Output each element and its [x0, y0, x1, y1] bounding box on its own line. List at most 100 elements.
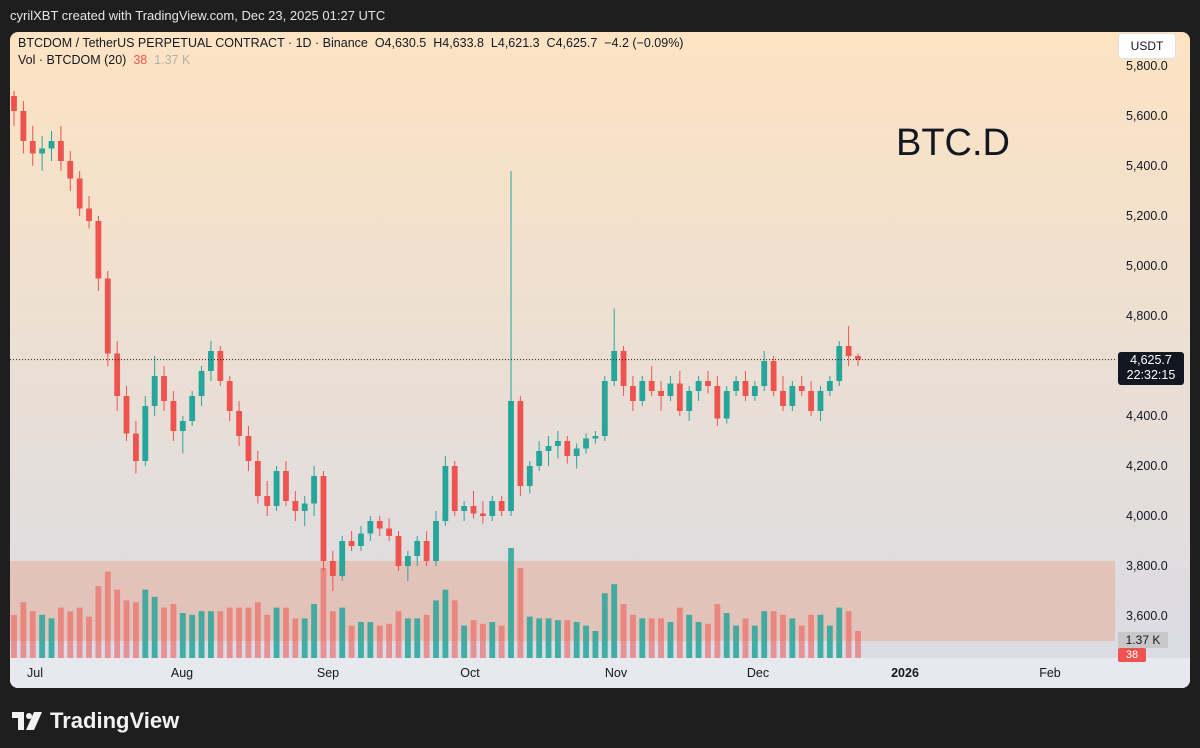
volume-bar — [151, 596, 158, 658]
candle — [86, 196, 92, 229]
time-tick-label: Jul — [27, 666, 43, 680]
volume-bar — [808, 614, 815, 658]
volume-bar — [376, 625, 383, 658]
candle-body — [630, 386, 636, 401]
footer: TradingView — [0, 688, 1200, 748]
last-price-tag: 4,625.7 22:32:15 — [1118, 352, 1184, 385]
candle — [170, 391, 177, 441]
candle-body — [273, 471, 280, 506]
candle — [189, 391, 196, 426]
volume-bar — [329, 611, 336, 658]
attribution-text: cyrilXBT created with TradingView.com, D… — [10, 8, 386, 23]
candle — [855, 353, 861, 366]
volume-bar — [798, 625, 805, 658]
price-tick-label: 5,000.0 — [1126, 259, 1168, 273]
candle — [451, 461, 458, 516]
candle — [311, 466, 317, 516]
volume-bar — [433, 600, 439, 658]
volume-bar — [620, 604, 627, 658]
volume-bar — [39, 614, 46, 658]
volume-bar — [142, 589, 149, 658]
candle-body — [686, 391, 693, 411]
volume-bar — [601, 593, 608, 658]
volume-bar — [667, 622, 674, 658]
symbol-name: BTCDOM / TetherUS PERPETUAL CONTRACT · 1… — [18, 36, 368, 50]
candle-body — [208, 351, 214, 371]
candle — [348, 531, 355, 551]
candle — [254, 451, 261, 504]
candle — [208, 341, 214, 381]
candle-body — [479, 513, 486, 516]
candle — [123, 386, 130, 441]
candle — [845, 326, 852, 366]
volume-bar — [536, 618, 543, 658]
candle — [508, 171, 514, 516]
candle-body — [29, 141, 36, 154]
candle — [798, 376, 805, 396]
price-tick-label: 5,600.0 — [1126, 109, 1168, 123]
volume-bar — [86, 616, 92, 658]
volume-bar — [367, 622, 374, 658]
volume-bar — [770, 611, 777, 658]
chart-background — [10, 32, 1190, 688]
candle-body — [358, 533, 364, 546]
candle-body — [189, 396, 196, 421]
volume-bar — [283, 607, 289, 658]
volume-bar — [780, 614, 786, 658]
volume-bar — [311, 604, 317, 658]
candle — [20, 101, 27, 154]
volume-bar — [695, 622, 702, 658]
candle — [705, 371, 711, 394]
candle-body — [198, 371, 205, 396]
volume-bar — [789, 618, 796, 658]
volume-bar — [630, 614, 636, 658]
candle — [573, 443, 580, 469]
candle — [808, 381, 815, 416]
candle-body — [836, 346, 843, 381]
volume-bar — [517, 568, 524, 658]
volume-bar — [348, 625, 355, 658]
candle-body — [667, 383, 674, 396]
volume-legend: Vol · BTCDOM (20) 38 1.37 K — [18, 53, 190, 67]
candle — [564, 436, 571, 464]
tradingview-logo[interactable]: TradingView — [12, 708, 179, 734]
chart-frame[interactable]: 5,800.0 5,600.0 5,400.0 5,200.0 5,000.0 4,800… — [10, 32, 1190, 688]
volume-bar — [611, 584, 618, 658]
candle — [536, 441, 543, 471]
volume-bar — [123, 600, 130, 658]
candle-body — [20, 111, 27, 141]
volume-bar — [836, 607, 843, 658]
currency-button[interactable]: USDT — [1118, 33, 1176, 59]
candle-body — [395, 536, 402, 566]
volume-bar — [208, 611, 214, 658]
candle — [742, 371, 749, 401]
last-price-value: 4,625.7 — [1130, 353, 1172, 367]
volume-bar — [320, 568, 327, 658]
low-label: L — [490, 36, 498, 50]
candle — [179, 416, 186, 454]
candlestick-chart[interactable]: 5,800.0 5,600.0 5,400.0 5,200.0 5,000.0 4,800… — [10, 32, 1190, 688]
volume-bar — [226, 607, 233, 658]
candle-body — [48, 141, 55, 149]
volume-bar — [564, 620, 571, 658]
volume-bar — [573, 622, 580, 658]
volume-bar — [395, 611, 402, 658]
volume-value: 38 — [133, 53, 148, 67]
candle — [751, 381, 758, 401]
candle-body — [461, 506, 468, 511]
volume-bar — [404, 618, 411, 658]
open-value: 4,630.5 — [384, 36, 427, 50]
candle — [770, 356, 777, 396]
volume-bar — [489, 622, 496, 658]
candle — [601, 376, 608, 441]
candle-body — [339, 541, 346, 576]
candle — [142, 396, 149, 466]
candle-body — [451, 466, 458, 511]
candle — [283, 461, 289, 506]
candle-body — [236, 411, 242, 436]
bar-countdown: 22:32:15 — [1126, 368, 1176, 382]
candle — [264, 481, 271, 516]
candle — [133, 421, 139, 474]
candle-body — [789, 386, 796, 406]
candle-body — [695, 381, 702, 391]
